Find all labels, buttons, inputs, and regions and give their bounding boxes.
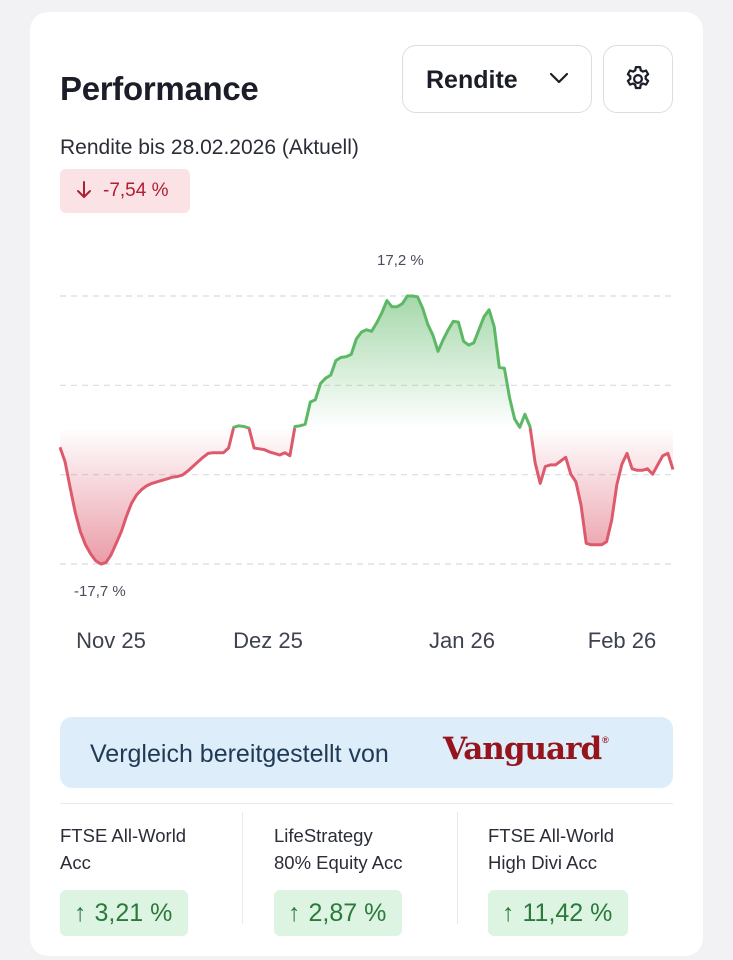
benchmark-item: FTSE All-World High Divi Acc ↑ 11,42 % xyxy=(488,822,683,936)
benchmark-divider xyxy=(457,812,458,924)
benchmark-name: FTSE All-World Acc xyxy=(60,825,187,873)
min-value-label: -17,7 % xyxy=(74,583,126,600)
loss-area xyxy=(60,428,673,564)
comparison-banner: Vergleich bereitgestellt von Vanguard® xyxy=(60,717,673,788)
chevron-down-icon xyxy=(548,70,570,91)
settings-button[interactable] xyxy=(603,45,673,113)
return-change-value: -7,54 % xyxy=(103,180,169,201)
section-divider xyxy=(60,803,673,804)
arrow-up-icon: ↑ xyxy=(74,899,87,927)
series-line-loss xyxy=(58,428,675,566)
x-tick-label: Nov 25 xyxy=(76,628,146,653)
arrow-up-icon: ↑ xyxy=(288,899,301,927)
x-tick-label: Dez 25 xyxy=(233,628,303,653)
x-tick-label: Feb 26 xyxy=(587,628,657,653)
benchmark-item: LifeStrategy 80% Equity Acc ↑ 2,87 % xyxy=(274,822,469,936)
return-change-badge: -7,54 % xyxy=(60,169,190,213)
return-period-label: Rendite bis 28.02.2026 (Aktuell) xyxy=(60,136,359,159)
benchmark-value-badge: ↑ 3,21 % xyxy=(60,890,189,936)
vanguard-logo: Vanguard® xyxy=(443,731,609,767)
benchmark-value-badge: ↑ 2,87 % xyxy=(274,890,403,936)
x-tick-label: Jan 26 xyxy=(428,628,496,653)
arrow-up-icon: ↑ xyxy=(502,899,515,927)
benchmark-value-badge: ↑ 11,42 % xyxy=(488,890,629,936)
gain-area xyxy=(233,296,531,429)
mode-select[interactable]: Rendite xyxy=(402,45,592,113)
arrow-down-icon xyxy=(76,180,92,206)
series-line-gain xyxy=(231,294,532,429)
gear-icon xyxy=(626,66,650,90)
performance-chart[interactable]: 17,2 % -17,7 % xyxy=(0,0,733,700)
max-value-label: 17,2 % xyxy=(377,252,424,269)
benchmark-name: FTSE All-World High Divi Acc xyxy=(488,825,615,873)
comparison-banner-text: Vergleich bereitgestellt von xyxy=(90,740,389,768)
benchmark-divider xyxy=(242,812,243,924)
benchmark-item: FTSE All-World Acc ↑ 3,21 % xyxy=(60,822,255,936)
benchmark-name: LifeStrategy 80% Equity Acc xyxy=(274,825,403,873)
mode-select-value: Rendite xyxy=(426,66,518,94)
page-title: Performance xyxy=(60,70,259,107)
